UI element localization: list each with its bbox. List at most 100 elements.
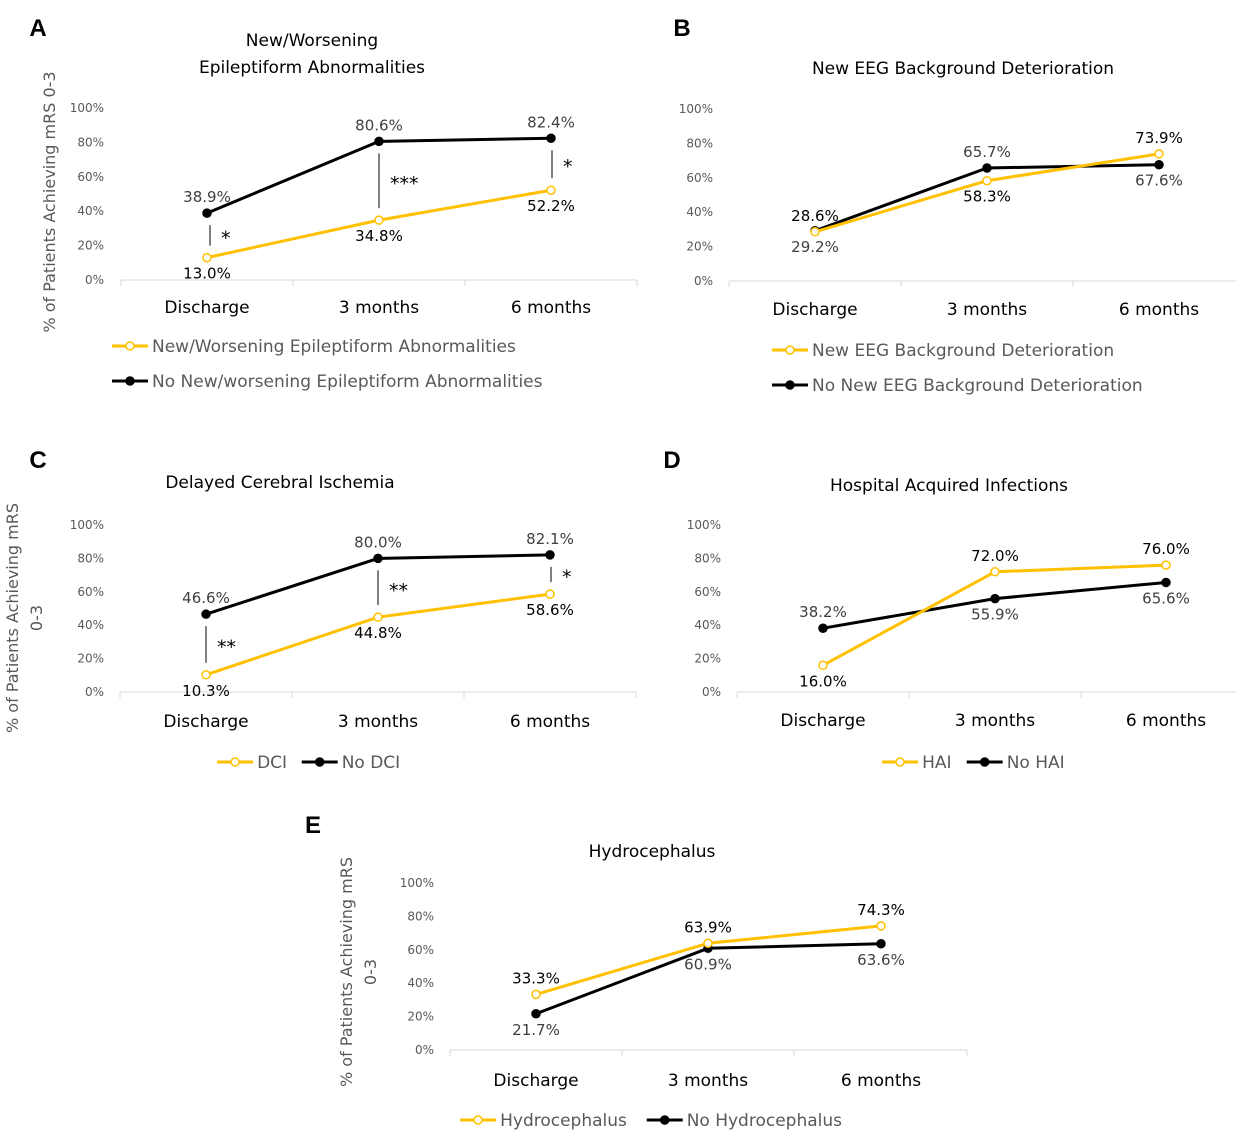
y-tick-label: 60% bbox=[694, 585, 721, 599]
chart-title: Hydrocephalus bbox=[589, 842, 716, 862]
x-tick-label: Discharge bbox=[164, 298, 249, 318]
data-label: 80.0% bbox=[354, 533, 402, 551]
panel-letter: D bbox=[663, 447, 680, 474]
chart-title: Epileptiform Abnormalities bbox=[199, 58, 425, 78]
data-point-marker bbox=[373, 553, 383, 564]
data-label: 67.6% bbox=[1135, 172, 1183, 190]
y-tick-label: 100% bbox=[679, 102, 713, 116]
chart-panel-d: D Hospital Acquired Infections 0% 20% 40% 60%… bbox=[663, 447, 1236, 773]
y-axis-label: % of Patients Achieving mRS bbox=[3, 503, 22, 733]
data-label: 73.9% bbox=[1135, 129, 1183, 147]
data-point-marker bbox=[545, 589, 555, 599]
x-tick-label: Discharge bbox=[772, 300, 857, 320]
data-label: 82.4% bbox=[527, 113, 575, 131]
data-point-marker bbox=[1154, 159, 1164, 170]
data-label: 55.9% bbox=[971, 606, 1019, 624]
data-label: 82.1% bbox=[526, 530, 574, 548]
y-tick-label: 80% bbox=[686, 136, 713, 150]
y-tick-label: 60% bbox=[77, 170, 104, 184]
legend-label: New/Worsening Epileptiform Abnormalities bbox=[152, 337, 516, 357]
legend-label: No HAI bbox=[1007, 753, 1065, 773]
y-tick-label: 60% bbox=[77, 585, 104, 599]
data-point-marker bbox=[990, 593, 1000, 604]
y-tick-label: 60% bbox=[407, 943, 434, 957]
legend-marker bbox=[979, 757, 990, 767]
legend-label: No New EEG Background Deterioration bbox=[812, 376, 1143, 396]
data-point-marker bbox=[374, 136, 384, 147]
y-tick-label: 0% bbox=[702, 685, 721, 699]
data-label: 38.2% bbox=[799, 603, 847, 621]
y-tick-label: 100% bbox=[70, 518, 104, 532]
legend-label: HAI bbox=[922, 753, 951, 773]
data-label: 72.0% bbox=[971, 547, 1019, 565]
x-tick-label: 3 months bbox=[947, 300, 1027, 320]
x-tick-label: 3 months bbox=[339, 298, 419, 318]
legend-label: New EEG Background Deterioration bbox=[812, 341, 1114, 361]
y-tick-label: 20% bbox=[407, 1010, 434, 1024]
chart-title: Delayed Cerebral Ischemia bbox=[165, 473, 394, 493]
data-point-marker bbox=[982, 175, 992, 186]
significance-marker: * bbox=[221, 227, 231, 249]
y-axis-label: 0-3 bbox=[361, 959, 380, 985]
legend-label: No DCI bbox=[342, 753, 401, 773]
x-tick-label: 6 months bbox=[510, 712, 590, 732]
y-tick-label: 0% bbox=[85, 273, 104, 287]
data-label: 44.8% bbox=[354, 624, 402, 642]
y-tick-label: 20% bbox=[77, 239, 104, 253]
legend-label: DCI bbox=[257, 753, 287, 773]
data-point-marker bbox=[818, 660, 828, 671]
data-label: 38.9% bbox=[183, 188, 231, 206]
data-point-marker bbox=[1161, 577, 1171, 588]
chart-panel-a: A New/Worsening Epileptiform Abnormalities… bbox=[29, 15, 638, 392]
data-point-marker bbox=[990, 567, 1000, 577]
data-point-marker bbox=[876, 921, 886, 931]
y-axis-label: 0-3 bbox=[27, 605, 46, 631]
y-tick-label: 80% bbox=[77, 551, 104, 565]
data-label: 60.9% bbox=[684, 955, 732, 973]
x-tick-label: Discharge bbox=[163, 712, 248, 732]
legend-marker bbox=[125, 341, 135, 351]
y-tick-label: 80% bbox=[694, 551, 721, 565]
data-label: 28.6% bbox=[791, 207, 839, 225]
significance-marker: ** bbox=[389, 580, 408, 602]
data-point-marker bbox=[546, 185, 556, 195]
data-point-marker bbox=[546, 133, 556, 144]
data-point-marker bbox=[202, 208, 212, 218]
legend-label: No Hydrocephalus bbox=[687, 1111, 842, 1131]
panel-letter: C bbox=[29, 447, 46, 474]
data-label: 80.6% bbox=[355, 116, 403, 134]
x-tick-label: 3 months bbox=[668, 1071, 748, 1091]
data-label: 76.0% bbox=[1142, 540, 1190, 558]
data-label: 63.9% bbox=[684, 918, 732, 936]
data-point-marker bbox=[982, 163, 992, 173]
data-point-marker bbox=[818, 623, 828, 633]
data-point-marker bbox=[1154, 149, 1164, 159]
y-axis-label: % of Patients Achieving mRS bbox=[337, 857, 356, 1087]
data-label: 46.6% bbox=[182, 589, 230, 607]
legend-marker bbox=[314, 757, 325, 767]
x-tick-label: Discharge bbox=[780, 711, 865, 731]
y-tick-label: 40% bbox=[77, 204, 104, 218]
data-point-marker bbox=[876, 939, 886, 949]
data-label: 10.3% bbox=[182, 682, 230, 700]
y-tick-label: 80% bbox=[407, 909, 434, 923]
data-label: 13.0% bbox=[183, 265, 231, 283]
legend-label: Hydrocephalus bbox=[500, 1111, 627, 1131]
legend-marker bbox=[785, 345, 795, 355]
data-label: 58.3% bbox=[963, 188, 1011, 206]
data-label: 65.6% bbox=[1142, 589, 1190, 607]
significance-marker: * bbox=[563, 156, 573, 178]
y-tick-label: 0% bbox=[694, 274, 713, 288]
data-label: 63.6% bbox=[857, 951, 905, 969]
y-tick-label: 60% bbox=[686, 171, 713, 185]
y-tick-label: 80% bbox=[77, 135, 104, 149]
x-tick-label: 6 months bbox=[511, 298, 591, 318]
chart-panel-b: B New EEG Background Deterioration 0% 20% 40… bbox=[673, 15, 1236, 396]
chart-panel-e: E Hydrocephalus % of Patients Achieving mR… bbox=[305, 812, 968, 1131]
data-point-marker bbox=[531, 989, 541, 1000]
data-label: 21.7% bbox=[512, 1021, 560, 1039]
data-point-marker bbox=[374, 215, 384, 225]
legend-marker bbox=[785, 380, 795, 390]
chart-panel-c: C Delayed Cerebral Ischemia % of Patients … bbox=[3, 447, 637, 773]
